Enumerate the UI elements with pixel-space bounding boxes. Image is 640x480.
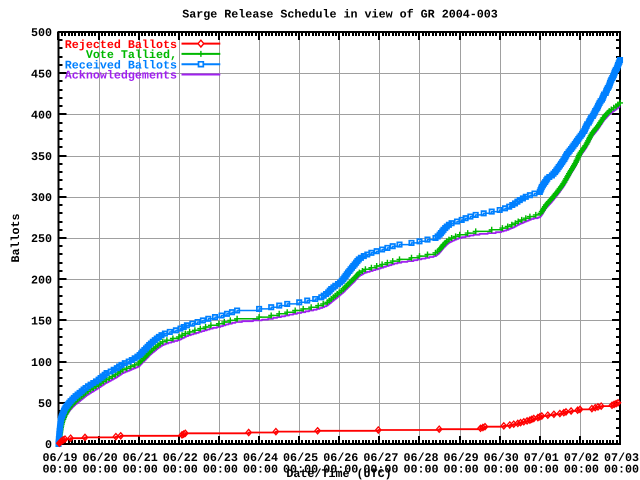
svg-text:0: 0 — [45, 438, 52, 452]
svg-text:00:00: 00:00 — [123, 463, 158, 477]
svg-text:50: 50 — [38, 397, 52, 411]
svg-text:Date/Time (UTC): Date/Time (UTC) — [286, 467, 391, 480]
svg-text:07/02: 07/02 — [564, 451, 599, 465]
svg-text:00:00: 00:00 — [203, 463, 238, 477]
svg-text:06/27: 06/27 — [363, 451, 398, 465]
svg-text:00:00: 00:00 — [564, 463, 599, 477]
svg-text:100: 100 — [31, 356, 52, 370]
svg-text:06/22: 06/22 — [163, 451, 198, 465]
svg-text:06/23: 06/23 — [203, 451, 238, 465]
svg-text:00:00: 00:00 — [604, 463, 639, 477]
svg-text:Ballots: Ballots — [9, 213, 23, 262]
svg-text:06/20: 06/20 — [83, 451, 118, 465]
svg-text:06/21: 06/21 — [123, 451, 158, 465]
svg-text:07/01: 07/01 — [524, 451, 559, 465]
svg-text:500: 500 — [31, 26, 52, 40]
svg-text:150: 150 — [31, 315, 52, 329]
svg-text:06/19: 06/19 — [42, 451, 77, 465]
svg-text:00:00: 00:00 — [444, 463, 479, 477]
svg-text:450: 450 — [31, 67, 52, 81]
svg-text:06/30: 06/30 — [484, 451, 519, 465]
svg-text:350: 350 — [31, 150, 52, 164]
svg-text:00:00: 00:00 — [83, 463, 118, 477]
svg-text:00:00: 00:00 — [42, 463, 77, 477]
svg-text:06/26: 06/26 — [323, 451, 358, 465]
svg-text:Rejected Ballots: Rejected Ballots — [65, 38, 177, 52]
svg-text:00:00: 00:00 — [243, 463, 278, 477]
svg-text:06/24: 06/24 — [243, 451, 278, 465]
svg-text:00:00: 00:00 — [403, 463, 438, 477]
svg-text:Sarge Release Schedule in view: Sarge Release Schedule in view of GR 200… — [182, 8, 498, 22]
svg-text:200: 200 — [31, 273, 52, 287]
svg-text:07/03: 07/03 — [604, 451, 639, 465]
svg-text:250: 250 — [31, 232, 52, 246]
svg-text:Acknowledgements: Acknowledgements — [65, 69, 177, 83]
svg-text:00:00: 00:00 — [484, 463, 519, 477]
svg-text:400: 400 — [31, 109, 52, 123]
svg-text:00:00: 00:00 — [163, 463, 198, 477]
svg-text:06/29: 06/29 — [444, 451, 479, 465]
svg-text:00:00: 00:00 — [323, 463, 358, 477]
svg-text:06/28: 06/28 — [403, 451, 438, 465]
svg-text:300: 300 — [31, 191, 52, 205]
svg-text:Received Ballots: Received Ballots — [65, 58, 177, 72]
svg-text:00:00: 00:00 — [363, 463, 398, 477]
svg-text:00:00: 00:00 — [283, 463, 318, 477]
svg-text:06/25: 06/25 — [283, 451, 318, 465]
svg-text:Vote Tallied,: Vote Tallied, — [86, 48, 177, 62]
svg-text:00:00: 00:00 — [524, 463, 559, 477]
